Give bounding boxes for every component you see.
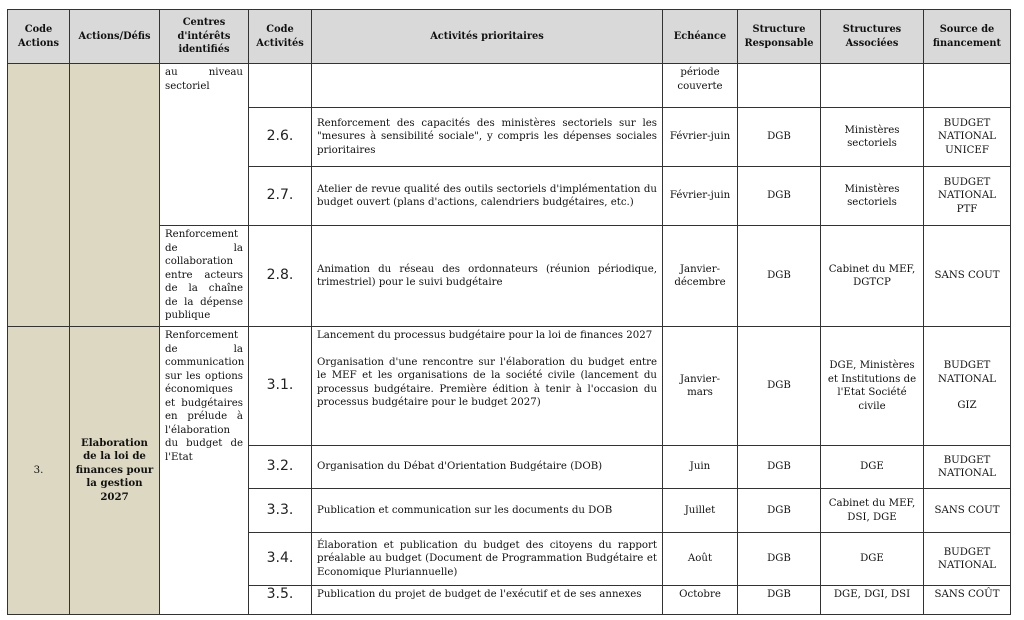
funding: BUDGET NATIONAL UNICEF xyxy=(923,107,1011,167)
table-row: Renforcement de la collaboration entre a… xyxy=(8,225,1011,327)
funding: BUDGET NATIONAL GIZ xyxy=(923,326,1011,446)
associated xyxy=(820,63,924,108)
table-row: 3.4. Élaboration et publication du budge… xyxy=(8,532,1011,586)
table-row: au niveau sectoriel période couverte xyxy=(7,63,1011,327)
activity-text: Publication du projet de budget de l'exé… xyxy=(311,585,663,615)
associated: Ministères sectoriels xyxy=(820,107,924,167)
funding: SANS COUT xyxy=(923,225,1011,327)
table-row: 3.3. Publication et communication sur le… xyxy=(8,488,1011,533)
activity-code: 3.5. xyxy=(248,585,312,615)
header-row: Code Actions Actions/Défis Centres d'int… xyxy=(7,9,1011,64)
activity-code: 2.8. xyxy=(248,225,312,327)
activity-code: 3.3. xyxy=(248,488,312,533)
deadline: Janvier-mars xyxy=(662,326,738,446)
activity-text: Élaboration et publication du budget des… xyxy=(311,532,663,586)
associated: DGE, Ministères et Institutions de l'Eta… xyxy=(820,326,924,446)
activity-text: Renforcement des capacités des ministère… xyxy=(311,107,663,167)
deadline: période couverte xyxy=(662,63,738,108)
deadline: Juin xyxy=(662,445,738,489)
header-financement: Source de financement xyxy=(923,9,1011,64)
deadline: Janvier-décembre xyxy=(662,225,738,327)
associated: Cabinet du MEF, DGTCP xyxy=(820,225,924,327)
responsible xyxy=(737,63,821,108)
activity-code xyxy=(248,63,312,108)
activity-code: 3.2. xyxy=(248,445,312,489)
centre-cell: Renforcement de la collaboration entre a… xyxy=(159,225,249,327)
activity-text: Lancement du processus budgétaire pour l… xyxy=(311,326,663,446)
responsible: DGB xyxy=(737,585,821,615)
associated: Cabinet du MEF, DSI, DGE xyxy=(820,488,924,533)
table-row: 3.5. Publication du projet de budget de … xyxy=(8,585,1011,615)
associated: Ministères sectoriels xyxy=(820,166,924,226)
header-centres: Centres d'intérêts identifiés xyxy=(159,9,249,64)
funding: SANS COÛT xyxy=(923,585,1011,615)
action-cell: Elaboration de la loi de finances pour l… xyxy=(69,326,160,615)
associated: DGE, DGI, DSI xyxy=(820,585,924,615)
centre-cell: Renforcement de la communication sur les… xyxy=(159,326,249,615)
header-activites: Activités prioritaires xyxy=(311,9,663,64)
activity-text xyxy=(311,63,663,108)
responsible: DGB xyxy=(737,107,821,167)
deadline: Août xyxy=(662,532,738,586)
responsible: DGB xyxy=(737,532,821,586)
activity-text: Organisation du Débat d'Orientation Budg… xyxy=(311,445,663,489)
activity-code: 2.7. xyxy=(248,166,312,226)
responsible: DGB xyxy=(737,488,821,533)
activity-code: 2.6. xyxy=(248,107,312,167)
responsible: DGB xyxy=(737,326,821,446)
funding: BUDGET NATIONAL xyxy=(923,445,1011,489)
funding: SANS COUT xyxy=(923,488,1011,533)
header-code-actions: Code Actions xyxy=(7,9,70,64)
deadline: Février-juin xyxy=(662,107,738,167)
associated: DGE xyxy=(820,445,924,489)
funding-line-1: BUDGET NATIONAL xyxy=(938,360,996,385)
deadline: Octobre xyxy=(662,585,738,615)
code-action-cell: 3. xyxy=(7,326,70,615)
funding xyxy=(923,63,1011,108)
funding: BUDGET NATIONAL PTF xyxy=(923,166,1011,226)
responsible: DGB xyxy=(737,445,821,489)
action-cell xyxy=(69,63,160,327)
header-code-activites: Code Activités xyxy=(248,9,312,64)
activity-code: 3.4. xyxy=(248,532,312,586)
activity-code: 3.1. xyxy=(248,326,312,446)
header-actions: Actions/Défis xyxy=(69,9,160,64)
centre-cell: au niveau sectoriel xyxy=(159,63,249,226)
header-responsable: Structure Responsable xyxy=(737,9,821,64)
header-echeance: Echéance xyxy=(662,9,738,64)
funding-line-2: GIZ xyxy=(957,400,977,412)
activity-text: Publication et communication sur les doc… xyxy=(311,488,663,533)
responsible: DGB xyxy=(737,225,821,327)
table-row: 3. Elaboration de la loi de finances pou… xyxy=(7,326,1011,615)
deadline: Février-juin xyxy=(662,166,738,226)
associated: DGE xyxy=(820,532,924,586)
action-plan-table: Code Actions Actions/Défis Centres d'int… xyxy=(7,9,1011,615)
header-associees: Structures Associées xyxy=(820,9,924,64)
activity-text: Atelier de revue qualité des outils sect… xyxy=(311,166,663,226)
activity-line-2: Organisation d'une rencontre sur l'élabo… xyxy=(317,356,657,409)
activity-text: Animation du réseau des ordonnateurs (ré… xyxy=(311,225,663,327)
deadline: Juillet xyxy=(662,488,738,533)
responsible: DGB xyxy=(737,166,821,226)
code-action-cell xyxy=(7,63,70,327)
funding: BUDGET NATIONAL xyxy=(923,532,1011,586)
table-row: 2.6. Renforcement des capacités des mini… xyxy=(8,107,1011,167)
activity-line-1: Lancement du processus budgétaire pour l… xyxy=(317,330,653,341)
